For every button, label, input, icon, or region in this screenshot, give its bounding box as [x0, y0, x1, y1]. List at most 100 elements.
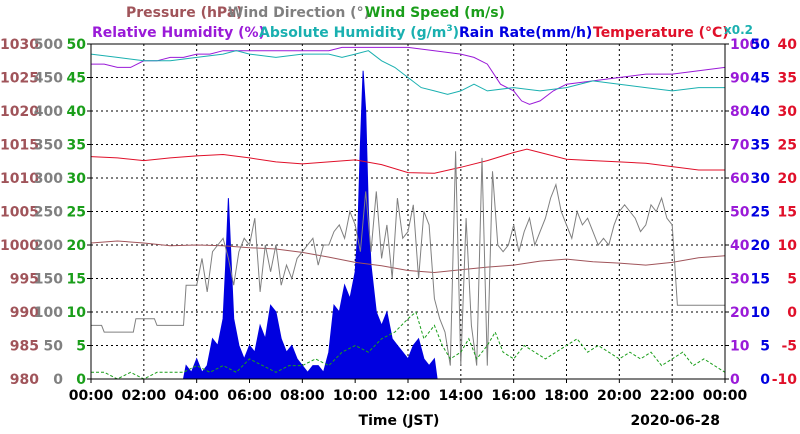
y-tick-label-wind-speed: 10 [67, 305, 87, 321]
y-tick-label-temperature: 5 [787, 272, 797, 288]
series-absolute-humidity-x0-2 [90, 50, 725, 95]
y-tick-label-humidity: 40 [730, 238, 750, 254]
x-tick-label: 00:00 [69, 388, 114, 404]
y-tick-label-pressure: 1015 [0, 138, 39, 154]
legend-absolute-humidity-main: Absolute Humidity (g/m [259, 25, 446, 41]
y-tick-label-humidity: 0 [730, 372, 740, 388]
series-rain-rate [91, 70, 725, 380]
y-tick-label-temperature: 20 [778, 171, 798, 187]
series-wind-direction [91, 151, 725, 366]
y-tick-label-wind-speed: 20 [67, 238, 87, 254]
y-tick-label-rain-rate: 10 [751, 305, 771, 321]
y-tick-label-rain-rate: 50 [751, 37, 771, 53]
legend-wind-direction: Wind Direction (°) [228, 5, 370, 21]
legend-rain-rate: Rain Rate(mm/h) [459, 25, 592, 41]
y-tick-label-wind-speed: 30 [67, 171, 87, 187]
y-tick-label-rain-rate: 45 [751, 71, 770, 87]
x-tick-label: 06:00 [227, 388, 272, 404]
y-tick-label-rain-rate: 15 [751, 272, 770, 288]
y-tick-label-rain-rate: 35 [751, 138, 770, 154]
legend-absolute-humidity: Absolute Humidity (g/m3) [259, 24, 459, 41]
y-tick-label-wind-speed: 15 [67, 272, 86, 288]
y-tick-label-pressure: 990 [10, 305, 39, 321]
y-tick-label-rain-rate: 30 [751, 171, 771, 187]
y-tick-label-humidity: 50 [730, 205, 750, 221]
x-tick-label: 00:00 [703, 388, 748, 404]
legend-abs-humidity-scale: x0.2 [724, 23, 753, 37]
legend-absolute-humidity-end: ) [453, 25, 459, 41]
y-tick-label-rain-rate: 40 [751, 104, 771, 120]
y-tick-label-wind-direction: 400 [34, 104, 63, 120]
y-tick-label-rain-rate: 20 [751, 238, 771, 254]
series-wind-speed-m-s [91, 311, 726, 380]
y-tick-label-wind-speed: 45 [67, 71, 86, 87]
y-tick-label-pressure: 985 [10, 339, 39, 355]
legend-temperature: Temperature (°C) [593, 25, 729, 41]
y-tick-label-pressure: 1030 [0, 37, 39, 53]
y-tick-label-wind-speed: 50 [67, 37, 87, 53]
y-tick-label-wind-speed: 5 [76, 339, 86, 355]
x-tick-label: 18:00 [544, 388, 589, 404]
legend-absolute-humidity-sup: 3 [446, 24, 452, 34]
y-tick-label-rain-rate: 0 [760, 372, 770, 388]
x-tick-label: 04:00 [174, 388, 219, 404]
y-tick-label-wind-direction: 200 [34, 238, 63, 254]
y-tick-label-wind-speed: 35 [67, 138, 86, 154]
y-tick-label-humidity: 100 [730, 37, 759, 53]
y-tick-label-humidity: 90 [730, 71, 750, 87]
y-tick-label-wind-speed: 40 [67, 104, 87, 120]
y-tick-label-pressure: 1000 [0, 238, 39, 254]
y-tick-label-temperature: 30 [778, 104, 798, 120]
y-tick-label-wind-speed: 25 [67, 205, 86, 221]
y-tick-label-temperature: -5 [781, 339, 797, 355]
y-tick-label-rain-rate: 5 [760, 339, 770, 355]
y-tick-label-wind-direction: 350 [34, 138, 63, 154]
x-tick-label: 22:00 [650, 388, 695, 404]
y-tick-label-pressure: 1020 [0, 104, 39, 120]
y-tick-label-rain-rate: 25 [751, 205, 770, 221]
y-tick-label-temperature: 35 [778, 71, 797, 87]
y-tick-label-pressure: 1010 [0, 171, 39, 187]
y-tick-label-wind-direction: 250 [34, 205, 63, 221]
series-relative-humidity [91, 46, 726, 105]
y-tick-label-temperature: 25 [778, 138, 797, 154]
y-tick-label-humidity: 70 [730, 138, 750, 154]
y-tick-label-temperature: 40 [778, 37, 798, 53]
y-tick-label-pressure: 995 [10, 272, 39, 288]
y-tick-label-humidity: 10 [730, 339, 750, 355]
y-tick-label-wind-direction: 450 [34, 71, 63, 87]
y-tick-label-pressure: 980 [10, 372, 39, 388]
y-tick-label-wind-direction: 0 [53, 372, 63, 388]
y-tick-label-wind-direction: 150 [34, 272, 63, 288]
y-tick-label-wind-speed: 0 [76, 372, 86, 388]
x-tick-label: 08:00 [280, 388, 325, 404]
date-label: 2020-06-28 [630, 413, 720, 429]
x-tick-label: 20:00 [597, 388, 642, 404]
x-tick-label: 16:00 [491, 388, 536, 404]
y-tick-label-humidity: 30 [730, 272, 750, 288]
y-tick-label-humidity: 60 [730, 171, 750, 187]
series-pressure-hpa [90, 240, 726, 274]
y-tick-label-pressure: 1025 [0, 71, 39, 87]
legend-relative-humidity: Relative Humidity (%) [92, 25, 265, 41]
series-temperature-c [90, 148, 725, 174]
legend-pressure: Pressure (hPa) [126, 5, 243, 21]
y-tick-label-temperature: 0 [787, 305, 797, 321]
y-tick-label-wind-direction: 300 [34, 171, 63, 187]
y-tick-label-humidity: 80 [730, 104, 750, 120]
y-tick-label-temperature: -10 [772, 372, 798, 388]
x-tick-label: 10:00 [333, 388, 378, 404]
y-tick-label-temperature: 10 [778, 238, 798, 254]
y-tick-label-temperature: 15 [778, 205, 797, 221]
x-tick-label: 12:00 [386, 388, 431, 404]
x-tick-label: 14:00 [439, 388, 484, 404]
y-tick-label-wind-direction: 50 [44, 339, 64, 355]
x-tick-label: 02:00 [122, 388, 167, 404]
y-tick-label-pressure: 1005 [0, 205, 39, 221]
y-tick-label-wind-direction: 500 [34, 37, 63, 53]
x-axis-label: Time (JST) [359, 413, 440, 429]
y-tick-label-wind-direction: 100 [34, 305, 63, 321]
legend-wind-speed: Wind Speed (m/s) [365, 5, 505, 21]
y-tick-label-humidity: 20 [730, 305, 750, 321]
